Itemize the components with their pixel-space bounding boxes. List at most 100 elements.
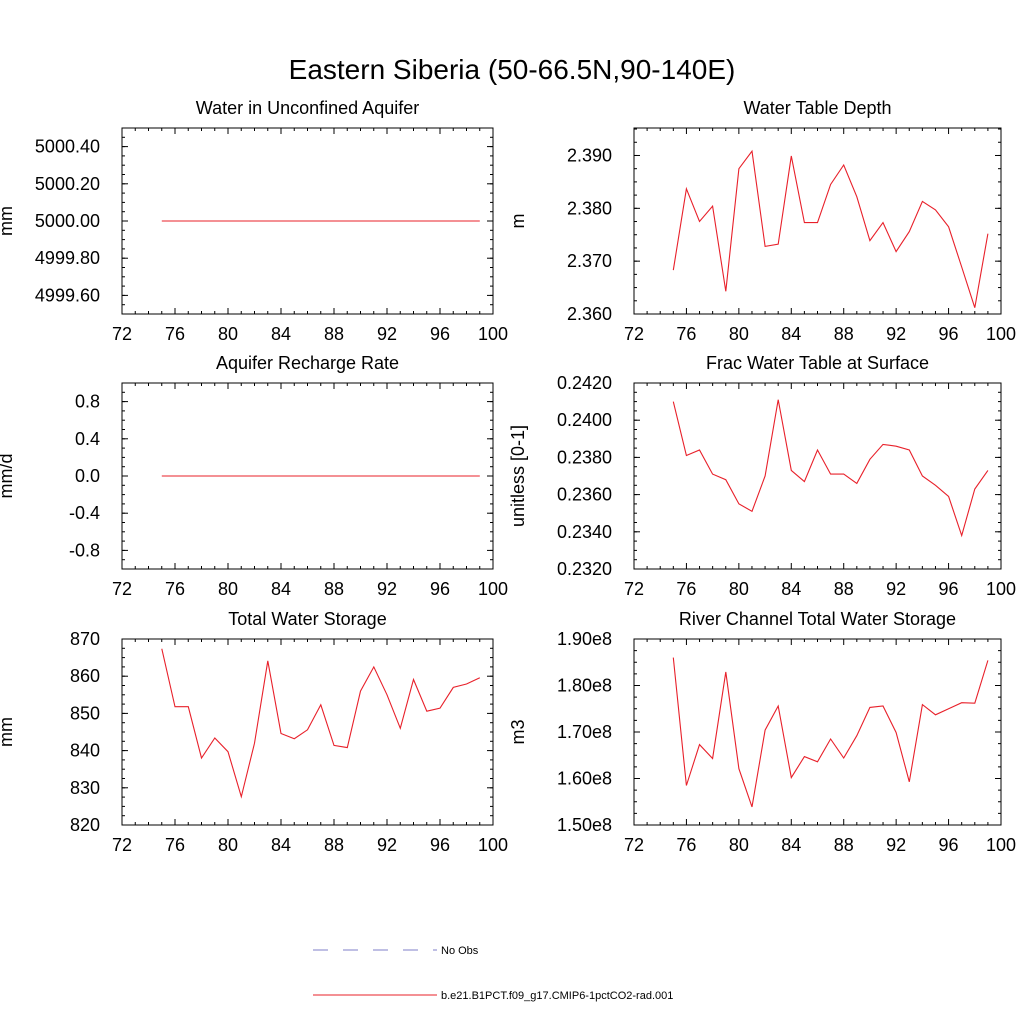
chart-5-point xyxy=(830,738,831,739)
chart-2-ylabel: mm/d xyxy=(0,454,16,499)
chart-4-ylabel: mm xyxy=(0,717,16,747)
chart-2-ytick-label: -0.8 xyxy=(69,540,100,560)
chart-1-point xyxy=(804,222,805,223)
chart-4-point xyxy=(241,796,242,797)
chart-0-ylabel: mm xyxy=(0,206,16,236)
panels: Water in Unconfined Aquifer mm 72 76 80 84 88 9… xyxy=(0,98,1016,855)
chart-3-point xyxy=(948,496,949,497)
chart-1-xtick-label: 72 xyxy=(624,324,644,344)
chart-0-point xyxy=(426,220,427,221)
chart-3-xtick-label: 92 xyxy=(886,579,906,599)
chart-0-xtick-label: 100 xyxy=(478,324,508,344)
chart-5-xtick-label: 100 xyxy=(986,835,1016,855)
chart-2-point xyxy=(201,475,202,476)
chart-5-point xyxy=(725,671,726,672)
chart-5-point xyxy=(804,756,805,757)
chart-2-ytick-label: 0.0 xyxy=(75,466,100,486)
chart-4-point xyxy=(479,677,480,678)
chart-5-ytick-label: 1.90e8 xyxy=(557,629,612,649)
chart-4-xtick-label: 76 xyxy=(165,835,185,855)
chart-4-point xyxy=(320,704,321,705)
chart-2-xtick-label: 76 xyxy=(165,579,185,599)
chart-5-xtick-label: 76 xyxy=(676,835,696,855)
chart-0-point xyxy=(227,220,228,221)
chart-5-point xyxy=(686,785,687,786)
chart-1-point xyxy=(699,221,700,222)
chart-5-ytick-label: 1.80e8 xyxy=(557,676,612,696)
chart-5-title: River Channel Total Water Storage xyxy=(679,609,956,629)
chart-3-xtick-label: 84 xyxy=(781,579,801,599)
chart-3-xtick-label: 76 xyxy=(676,579,696,599)
chart-3-point xyxy=(764,475,765,476)
chart-3-ytick-label: 0.2380 xyxy=(557,447,612,467)
chart-2-ytick-label: 0.8 xyxy=(75,392,100,412)
chart-0-point xyxy=(466,220,467,221)
chart-5-point xyxy=(948,708,949,709)
chart-3-series-line xyxy=(672,399,989,538)
chart-0-point xyxy=(400,220,401,221)
chart-0-point xyxy=(254,220,255,221)
chart-2-point xyxy=(453,475,454,476)
chart-0-point xyxy=(188,220,189,221)
chart-2-point xyxy=(386,475,387,476)
chart-4-point xyxy=(227,751,228,752)
chart-3-point xyxy=(699,449,700,450)
chart-1-point xyxy=(843,164,844,165)
chart-2-point xyxy=(227,475,228,476)
chart-3-point xyxy=(686,455,687,456)
chart-2-xtick-label: 96 xyxy=(430,579,450,599)
chart-4-xtick-label: 100 xyxy=(478,835,508,855)
chart-4-point xyxy=(347,747,348,748)
chart-0-point xyxy=(294,220,295,221)
chart-1-point xyxy=(764,246,765,247)
chart-3-point xyxy=(961,535,962,536)
chart-4-ytick-label: 850 xyxy=(70,703,100,723)
legend-label-0: No Obs xyxy=(441,945,479,957)
chart-5-point xyxy=(896,732,897,733)
chart-5-point xyxy=(764,730,765,731)
chart-3-xtick-label: 88 xyxy=(834,579,854,599)
chart-3-ytick-label: 0.2400 xyxy=(557,410,612,430)
chart-0-point xyxy=(413,220,414,221)
chart-4-point xyxy=(267,660,268,661)
chart-1-xtick-label: 88 xyxy=(834,324,854,344)
chart-1-point xyxy=(778,244,779,245)
chart-3-point xyxy=(909,449,910,450)
chart-4-frame xyxy=(121,638,494,826)
chart-3-point xyxy=(974,488,975,489)
chart-1-xtick-label: 76 xyxy=(676,324,696,344)
chart-0-point xyxy=(174,220,175,221)
chart-4-ytick-label: 840 xyxy=(70,741,100,761)
chart-0-ytick-label: 4999.80 xyxy=(35,248,100,268)
chart-0-point xyxy=(161,220,162,221)
chart-5-point xyxy=(778,705,779,706)
chart-2-point xyxy=(400,475,401,476)
chart-3-point xyxy=(804,481,805,482)
chart-5-xtick-label: 88 xyxy=(834,835,854,855)
chart-5-point xyxy=(673,657,674,658)
chart-3-xtick-label: 96 xyxy=(939,579,959,599)
chart-0-point xyxy=(320,220,321,221)
chart-2-point xyxy=(280,475,281,476)
chart-1-point xyxy=(896,251,897,252)
chart-4-xtick-label: 80 xyxy=(218,835,238,855)
chart-0-xtick-label: 72 xyxy=(112,324,132,344)
chart-1-point xyxy=(686,188,687,189)
chart-0-ytick-label: 5000.00 xyxy=(35,211,100,231)
chart-3-point xyxy=(725,479,726,480)
chart-4-point xyxy=(333,745,334,746)
chart-0-xtick-label: 92 xyxy=(377,324,397,344)
chart-2-point xyxy=(188,475,189,476)
chart-5-xtick-label: 84 xyxy=(781,835,801,855)
chart-1-ytick-label: 2.380 xyxy=(567,198,612,218)
chart-4-point xyxy=(360,690,361,691)
chart-0-point xyxy=(360,220,361,221)
chart-4-xtick-label: 96 xyxy=(430,835,450,855)
chart-2-xtick-label: 100 xyxy=(478,579,508,599)
chart-2-point xyxy=(360,475,361,476)
chart-0: Water in Unconfined Aquifer mm 72 76 80 84 88 9… xyxy=(0,98,508,344)
chart-5-xtick-label: 96 xyxy=(939,835,959,855)
chart-1-point xyxy=(974,307,975,308)
chart-4-point xyxy=(307,729,308,730)
chart-2-xtick-label: 80 xyxy=(218,579,238,599)
